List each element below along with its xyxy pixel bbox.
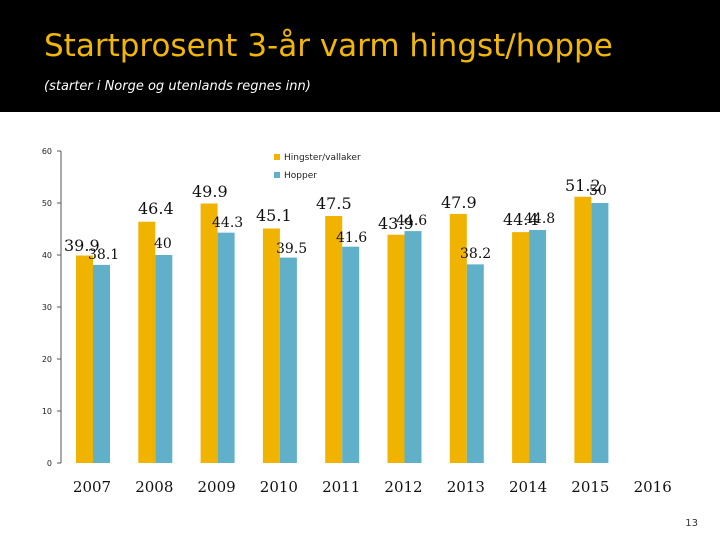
slide-title: Startprosent 3-år varm hingst/hoppe (44, 28, 613, 64)
bar-hingster (512, 232, 530, 463)
data-label-hingster: 45.1 (256, 206, 292, 225)
x-tick-label: 2010 (260, 478, 298, 496)
bar-hingster (325, 216, 343, 463)
bar-hopper (591, 203, 609, 463)
slide-subtitle: (starter i Norge og utenlands regnes inn… (44, 79, 311, 94)
x-tick-label: 2011 (322, 478, 360, 496)
y-tick-label: 10 (42, 407, 52, 416)
data-label-hingster: 44.4 (503, 210, 539, 229)
y-tick-label: 50 (42, 199, 52, 208)
bar-hingster (200, 203, 218, 463)
x-tick-label: 2008 (135, 478, 173, 496)
data-label-hopper: 50 (589, 183, 607, 199)
legend-label-hopper: Hopper (284, 171, 317, 181)
x-tick-label: 2007 (73, 478, 111, 496)
bar-hingster (574, 196, 592, 463)
x-tick-label: 2014 (509, 478, 547, 496)
x-tick-label: 2013 (447, 478, 485, 496)
bar-hopper (466, 264, 484, 463)
bar-hopper (93, 264, 110, 463)
data-label-hingster: 47.9 (441, 193, 477, 212)
data-label-hingster: 43.9 (378, 214, 414, 233)
bar-hopper (342, 246, 360, 463)
bar-hingster (449, 213, 467, 463)
page-number: 13 (685, 518, 698, 529)
bar-hingster (76, 255, 93, 463)
x-tick-label: 2015 (571, 478, 609, 496)
data-label-hingster: 46.4 (138, 199, 174, 218)
bar-hopper (529, 230, 547, 463)
data-label-hingster: 47.5 (316, 194, 352, 213)
legend-swatch-hingster (274, 154, 280, 160)
bar-hopper (217, 232, 235, 463)
bar-hingster (387, 234, 405, 463)
legend-swatch-hopper (274, 172, 280, 178)
y-tick-label: 20 (42, 355, 52, 364)
data-label-hopper: 38.1 (88, 247, 119, 263)
bar-hopper (155, 255, 173, 463)
y-tick-label: 60 (42, 147, 52, 156)
title-banner: Startprosent 3-år varm hingst/hoppe (sta… (0, 0, 720, 112)
bar-hopper (404, 231, 422, 463)
data-label-hopper: 44.3 (212, 215, 243, 231)
data-label-hopper: 39.5 (276, 241, 307, 257)
data-label-hingster: 39.9 (64, 236, 100, 255)
x-tick-label: 2016 (634, 478, 672, 496)
data-label-hopper: 44.8 (524, 211, 555, 227)
y-tick-label: 30 (42, 303, 52, 312)
data-label-hopper: 40 (154, 236, 172, 252)
bar-hingster (262, 228, 280, 463)
data-label-hopper: 38.2 (460, 246, 491, 262)
y-tick-label: 40 (42, 251, 52, 260)
y-tick-label: 0 (47, 459, 52, 468)
bar-hingster (138, 221, 156, 463)
x-tick-label: 2009 (198, 478, 236, 496)
bar-hopper (279, 257, 297, 463)
legend-label-hingster: Hingster/vallaker (284, 153, 361, 163)
x-tick-label: 2012 (384, 478, 422, 496)
data-label-hopper: 44.6 (396, 213, 427, 229)
data-label-hingster: 51.2 (565, 176, 601, 195)
data-label-hopper: 41.6 (336, 230, 367, 246)
data-label-hingster: 49.9 (192, 182, 228, 201)
